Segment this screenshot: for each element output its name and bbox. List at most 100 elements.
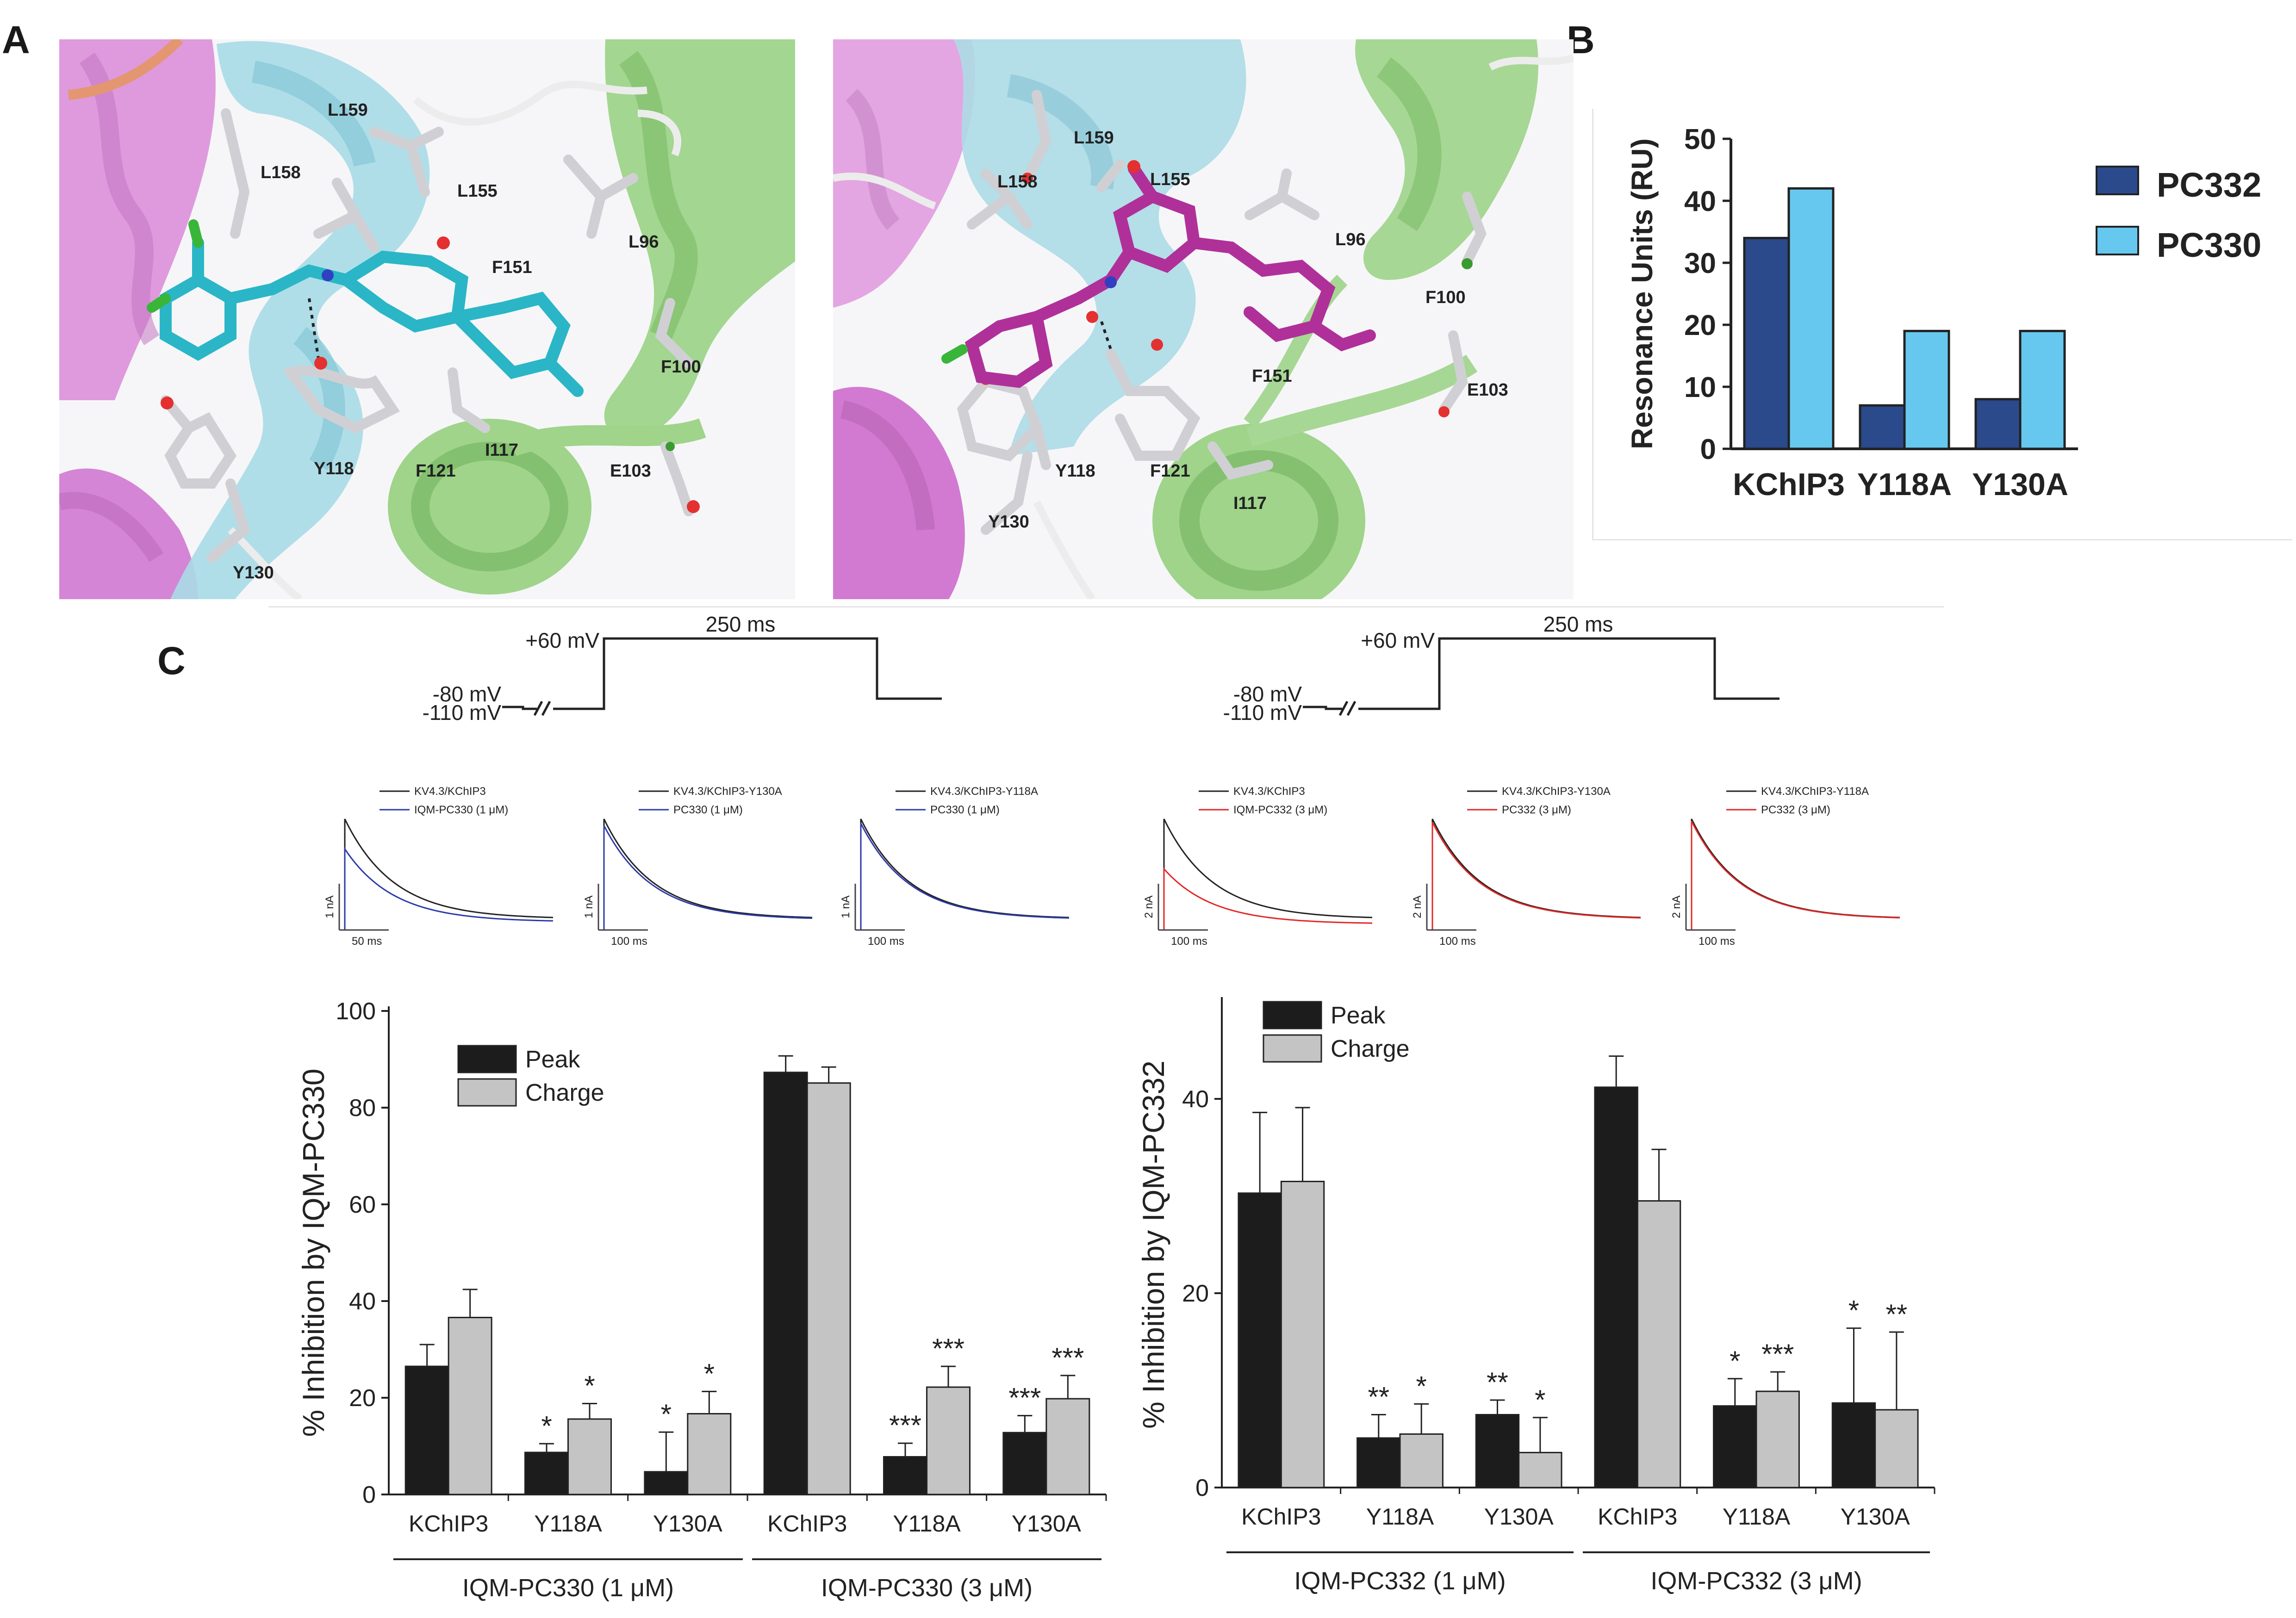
significance-stars: *** (1008, 1382, 1041, 1413)
ligand-oxygen (437, 236, 450, 249)
trace-drug (344, 846, 554, 930)
panel-b-frame (1592, 109, 2292, 540)
trace-plot: 1 nA 50 ms KV4.3/KChIP3 IQM-PC330 (1 μM) (324, 785, 554, 948)
significance-stars: ** (1487, 1367, 1508, 1398)
scale-label-x: 100 ms (1699, 935, 1735, 948)
label-f121: F121 (1150, 461, 1190, 481)
residue-oxygens (161, 397, 700, 513)
x-tick-label: Y118A (1857, 467, 1952, 502)
ligand-oxygen-top (1127, 160, 1140, 173)
trace-plot: 1 nA 100 ms KV4.3/KChIP3-Y118A PC330 (1 μM) (840, 785, 1070, 948)
trace-control (1691, 818, 1900, 930)
label-step-duration: 250 ms (706, 612, 776, 636)
legend-swatch-peak (1263, 1001, 1322, 1029)
x-tick-label: Y130A (1972, 467, 2068, 502)
y-tick-label: 20 (1684, 310, 1716, 341)
panel-a-structure-right: L159 L158 L155 L96 F100 F151 E103 Y118 F… (833, 39, 1574, 599)
ligand-nitrogen (322, 269, 334, 281)
orange-loop (68, 39, 183, 100)
bar-peak (763, 1072, 808, 1495)
panel-a-structure-left: L159 L158 L155 L96 F151 F100 Y118 F121 I… (59, 39, 795, 599)
scale-label-y: 2 nA (1412, 895, 1424, 918)
legend-label-drug: IQM-PC332 (3 μM) (1233, 804, 1327, 816)
significance-stars: *** (889, 1410, 921, 1441)
ligand-chlorine-top (188, 219, 203, 248)
x-tick-label: Y118A (1366, 1504, 1434, 1530)
x-tick-label: KChIP3 (409, 1511, 488, 1537)
residue-sticks (161, 108, 694, 563)
scale-label-x: 100 ms (611, 935, 647, 948)
label-y130: Y130 (233, 563, 274, 583)
label-l155: L155 (1150, 170, 1190, 189)
bar-peak (524, 1451, 569, 1495)
scale-label-y: 1 nA (324, 895, 336, 918)
group-label: IQM-PC332 (1 μM) (1294, 1567, 1506, 1595)
green-helices (1152, 39, 1538, 599)
label-step-voltage: +60 mV (1361, 628, 1435, 652)
bar-peak (1831, 1402, 1876, 1488)
protocol-trace (1303, 637, 1780, 710)
trace-drug (1163, 867, 1373, 930)
y-tick-label: 20 (1182, 1280, 1209, 1307)
bar-peak (1475, 1414, 1520, 1488)
y-tick-label: 0 (1195, 1475, 1209, 1501)
y-tick-label: 20 (349, 1385, 376, 1412)
bar-peak (1238, 1192, 1282, 1488)
bar-peak (883, 1456, 927, 1495)
label-f151: F151 (1252, 366, 1292, 386)
significance-stars: * (704, 1358, 715, 1389)
legend-label-drug: PC332 (3 μM) (1502, 804, 1571, 816)
bar-charge (1755, 1390, 1800, 1488)
y-tick-label: 40 (349, 1288, 376, 1315)
bar-peak (1594, 1086, 1638, 1488)
x-tick-label: Y130A (1841, 1504, 1910, 1530)
legend-label-charge: Charge (525, 1079, 604, 1106)
legend-label-charge: Charge (1331, 1035, 1410, 1062)
bar-peak (404, 1365, 449, 1495)
bar-charge (448, 1317, 492, 1495)
panel-label-a: A (2, 18, 30, 62)
y-tick-label: 0 (362, 1482, 376, 1508)
trace-control (860, 818, 1070, 930)
legend-label-peak: Peak (525, 1046, 581, 1073)
bar-peak (1002, 1432, 1047, 1495)
legend-label-drug: PC330 (1 μM) (673, 804, 743, 816)
label-step-voltage: +60 mV (525, 628, 599, 652)
significance-stars: * (1416, 1370, 1427, 1401)
x-tick-label: Y130A (653, 1511, 723, 1537)
label-l96: L96 (1335, 230, 1365, 249)
bar-charge (926, 1386, 971, 1495)
bar-charge (567, 1418, 612, 1495)
legend-swatch-peak (457, 1045, 517, 1073)
ligand-chlorine-left (147, 293, 171, 313)
bar-charge (1280, 1181, 1325, 1488)
scale-label-y: 1 nA (840, 895, 852, 918)
y-axis-label: Resonance Units (RU) (1625, 138, 1659, 449)
protocol-left: -80 mV -110 mV +60 mV 250 ms (423, 612, 942, 725)
scale-label-x: 100 ms (1171, 935, 1207, 948)
white-loops (833, 54, 1574, 599)
significance-stars: * (541, 1410, 552, 1441)
bar-charge (1518, 1451, 1562, 1488)
magenta-helices (833, 39, 976, 599)
y-tick-label: 40 (1684, 186, 1716, 217)
significance-stars: *** (1761, 1339, 1794, 1370)
bar-pc332 (1974, 398, 2022, 450)
label-l155: L155 (457, 181, 498, 201)
x-tick-label: Y130A (1012, 1511, 1082, 1537)
label-f100: F100 (1425, 288, 1466, 307)
x-tick-label: KChIP3 (1241, 1504, 1321, 1530)
trace-control (1431, 818, 1641, 930)
significance-stars: ** (1368, 1382, 1389, 1413)
label-y118: Y118 (314, 459, 354, 478)
trace-drug (1691, 821, 1900, 930)
ligand-nitrogen (1105, 276, 1117, 288)
label-step-duration: 250 ms (1543, 612, 1613, 636)
y-tick-label: 10 (1684, 372, 1716, 403)
legend-label-control: KV4.3/KChIP3 (1233, 785, 1305, 798)
label-y130: Y130 (988, 512, 1029, 532)
label-l159: L159 (328, 100, 368, 120)
legend-swatch-pc332 (2096, 166, 2139, 195)
bar-pc330 (1787, 187, 1835, 450)
